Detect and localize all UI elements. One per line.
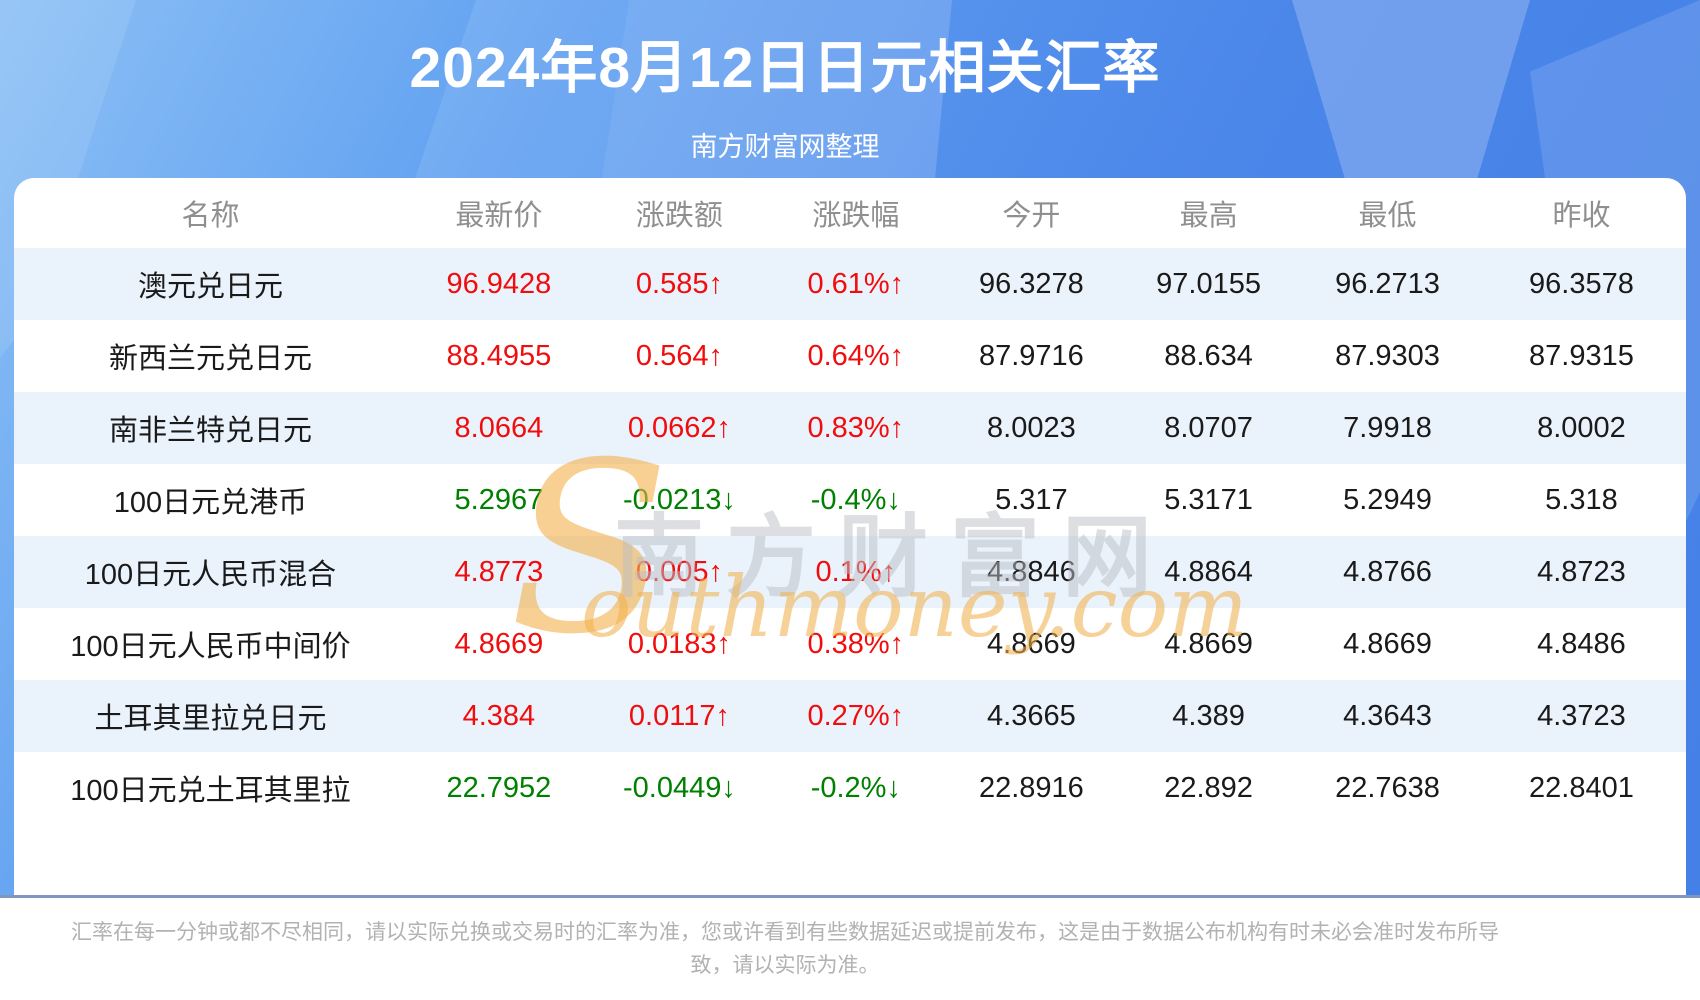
cell-low: 4.3643 [1343, 699, 1432, 732]
rates-table: 名称 最新价 涨跌额 涨跌幅 今开 最高 最低 昨收 澳元兑日元 96.9428 0.585↑ 0.… [14, 178, 1686, 824]
cell-high: 4.8669 [1164, 627, 1253, 660]
cell-latest: 5.2967 [454, 483, 544, 516]
column-header-2: 涨跌额 [635, 200, 723, 232]
cell-change_pct: 0.61%↑ [807, 267, 905, 300]
column-header-4: 今开 [1002, 200, 1061, 232]
table-row: 澳元兑日元 96.9428 0.585↑ 0.61%↑ 96.3278 97.0155 96… [14, 248, 1686, 320]
cell-low: 4.8669 [1343, 627, 1432, 660]
cell-open: 8.0023 [987, 411, 1076, 444]
cell-change_pct: 0.83%↑ [807, 411, 905, 444]
cell-open: 96.3278 [978, 267, 1084, 300]
page-header: 2024年8月12日日元相关汇率 南方财富网整理 [0, 0, 1570, 164]
cell-change_pct: 0.38%↑ [807, 627, 905, 660]
cell-name: 100日元兑港币 [113, 487, 308, 519]
column-header-0: 名称 [181, 200, 240, 232]
table-head: 名称 最新价 涨跌额 涨跌幅 今开 最高 最低 昨收 [14, 178, 1686, 248]
cell-open: 22.8916 [978, 771, 1084, 804]
table-row: 新西兰元兑日元 88.4955 0.564↑ 0.64%↑ 87.9716 88.634 8… [14, 320, 1686, 392]
column-header-1: 最新价 [455, 200, 543, 232]
footer: 汇率在每一分钟或都不尽相同，请以实际兑换或交易时的汇率为准，您或许看到有些数据延… [0, 898, 1700, 1000]
cell-low: 7.9918 [1343, 411, 1432, 444]
cell-change_pct: -0.4%↓ [810, 483, 901, 516]
cell-low: 96.2713 [1335, 267, 1440, 300]
cell-prev_close: 8.0002 [1537, 411, 1626, 444]
page-title: 2024年8月12日日元相关汇率 [409, 36, 1161, 100]
cell-change: 0.564↑ [635, 339, 723, 372]
cell-name: 100日元人民币中间价 [70, 631, 351, 663]
cell-change_pct: -0.2%↓ [810, 771, 901, 804]
cell-name: 南非兰特兑日元 [108, 415, 312, 447]
cell-name: 新西兰元兑日元 [108, 343, 312, 375]
cell-prev_close: 96.3578 [1529, 267, 1634, 300]
cell-open: 4.3665 [987, 699, 1076, 732]
cell-high: 22.892 [1164, 771, 1253, 804]
disclaimer-text: 汇率在每一分钟或都不尽相同，请以实际兑换或交易时的汇率为准，您或许看到有些数据延… [71, 921, 1499, 977]
table-row: 100日元兑港币 5.2967 -0.0213↓ -0.4%↓ 5.317 5.3171 5… [14, 464, 1686, 536]
column-header-7: 昨收 [1552, 200, 1611, 232]
cell-change: 0.585↑ [635, 267, 723, 300]
table-row: 南非兰特兑日元 8.0664 0.0662↑ 0.83%↑ 8.0023 8.0707 7.… [14, 392, 1686, 464]
rates-card: 名称 最新价 涨跌额 涨跌幅 今开 最高 最低 昨收 澳元兑日元 96.9428 0.585↑ 0.… [14, 178, 1686, 895]
cell-prev_close: 4.3723 [1537, 699, 1626, 732]
cell-latest: 22.7952 [446, 771, 552, 804]
cell-low: 87.9303 [1335, 339, 1440, 372]
cell-prev_close: 22.8401 [1529, 771, 1634, 804]
table-body: 澳元兑日元 96.9428 0.585↑ 0.61%↑ 96.3278 97.0155 96… [14, 248, 1686, 824]
cell-high: 4.389 [1172, 699, 1245, 732]
cell-name: 澳元兑日元 [137, 271, 283, 303]
cell-prev_close: 5.318 [1545, 483, 1618, 516]
cell-latest: 4.8669 [454, 627, 544, 660]
cell-high: 88.634 [1164, 339, 1253, 372]
cell-high: 97.0155 [1156, 267, 1261, 300]
cell-prev_close: 87.9315 [1529, 339, 1634, 372]
cell-latest: 4.8773 [454, 555, 544, 588]
cell-latest: 4.384 [462, 699, 536, 732]
column-header-3: 涨跌幅 [812, 200, 900, 232]
cell-prev_close: 4.8723 [1537, 555, 1626, 588]
cell-latest: 88.4955 [446, 339, 552, 372]
cell-open: 5.317 [995, 483, 1068, 516]
cell-high: 8.0707 [1164, 411, 1253, 444]
cell-change: -0.0213↓ [623, 483, 736, 516]
cell-open: 4.8669 [987, 627, 1076, 660]
cell-low: 22.7638 [1335, 771, 1440, 804]
cell-change_pct: 0.1%↑ [815, 555, 897, 588]
cell-name: 100日元兑土耳其里拉 [70, 775, 351, 807]
cell-change: -0.0449↓ [623, 771, 736, 804]
column-header-6: 最低 [1358, 200, 1417, 232]
cell-change: 0.005↑ [635, 555, 723, 588]
table-row: 100日元人民币混合 4.8773 0.005↑ 0.1%↑ 4.8846 4.8864 4… [14, 536, 1686, 608]
column-header-5: 最高 [1179, 200, 1238, 232]
cell-open: 87.9716 [978, 339, 1084, 372]
cell-latest: 8.0664 [454, 411, 544, 444]
cell-name: 100日元人民币混合 [84, 559, 337, 591]
table-row: 100日元人民币中间价 4.8669 0.0183↑ 0.38%↑ 4.8669 4.86… [14, 608, 1686, 680]
cell-change: 0.0183↑ [627, 627, 732, 660]
cell-prev_close: 4.8486 [1537, 627, 1626, 660]
cell-low: 5.2949 [1343, 483, 1432, 516]
cell-low: 4.8766 [1343, 555, 1432, 588]
cell-latest: 96.9428 [446, 267, 552, 300]
page-subtitle: 南方财富网整理 [690, 132, 880, 162]
cell-change: 0.0117↑ [628, 699, 730, 732]
cell-name: 土耳其里拉兑日元 [94, 703, 327, 735]
cell-change: 0.0662↑ [627, 411, 732, 444]
cell-change_pct: 0.64%↑ [807, 339, 905, 372]
footer-divider [0, 895, 1700, 898]
table-row: 土耳其里拉兑日元 4.384 0.0117↑ 0.27%↑ 4.3665 4.389 4.3… [14, 680, 1686, 752]
cell-open: 4.8846 [987, 555, 1076, 588]
cell-change_pct: 0.27%↑ [807, 699, 905, 732]
table-header-row: 名称 最新价 涨跌额 涨跌幅 今开 最高 最低 昨收 [14, 178, 1686, 248]
cell-high: 4.8864 [1164, 555, 1253, 588]
cell-high: 5.3171 [1164, 483, 1253, 516]
table-row: 100日元兑土耳其里拉 22.7952 -0.0449↓ -0.2%↓ 22.8916 2… [14, 752, 1686, 824]
